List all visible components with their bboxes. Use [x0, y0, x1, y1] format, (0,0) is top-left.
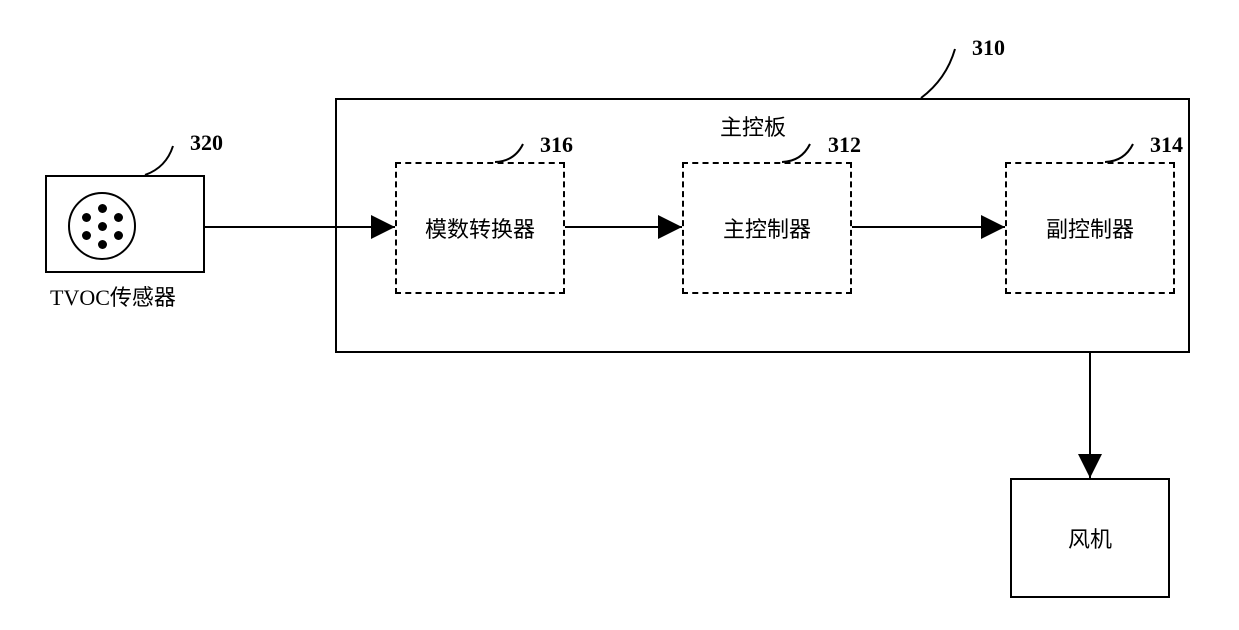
main-board-ref: 310: [972, 35, 1005, 61]
adc-label: 模数转换器: [425, 212, 535, 244]
tvoc-sensor-box: [45, 175, 205, 273]
tvoc-sensor-label: TVOC传感器: [50, 280, 176, 312]
fan-label: 风机: [1068, 522, 1112, 554]
sensor-dot: [98, 222, 107, 231]
sub-controller-label: 副控制器: [1046, 212, 1134, 244]
adc-box: 模数转换器: [395, 162, 565, 294]
diagram-canvas: 主控板 310 TVOC传感器 320 模数转换器 316 主控制器 312 副…: [0, 0, 1239, 630]
sensor-dot: [114, 231, 123, 240]
main-board-title: 主控板: [720, 110, 786, 142]
main-controller-box: 主控制器: [682, 162, 852, 294]
adc-ref: 316: [540, 132, 573, 158]
tvoc-sensor-ref: 320: [190, 130, 223, 156]
main-controller-ref: 312: [828, 132, 861, 158]
sub-controller-ref: 314: [1150, 132, 1183, 158]
sensor-dot: [98, 240, 107, 249]
fan-box: 风机: [1010, 478, 1170, 598]
sensor-dot: [82, 213, 91, 222]
sensor-dot: [98, 204, 107, 213]
sensor-dot: [82, 231, 91, 240]
main-controller-label: 主控制器: [723, 212, 811, 244]
sensor-dot: [114, 213, 123, 222]
sub-controller-box: 副控制器: [1005, 162, 1175, 294]
